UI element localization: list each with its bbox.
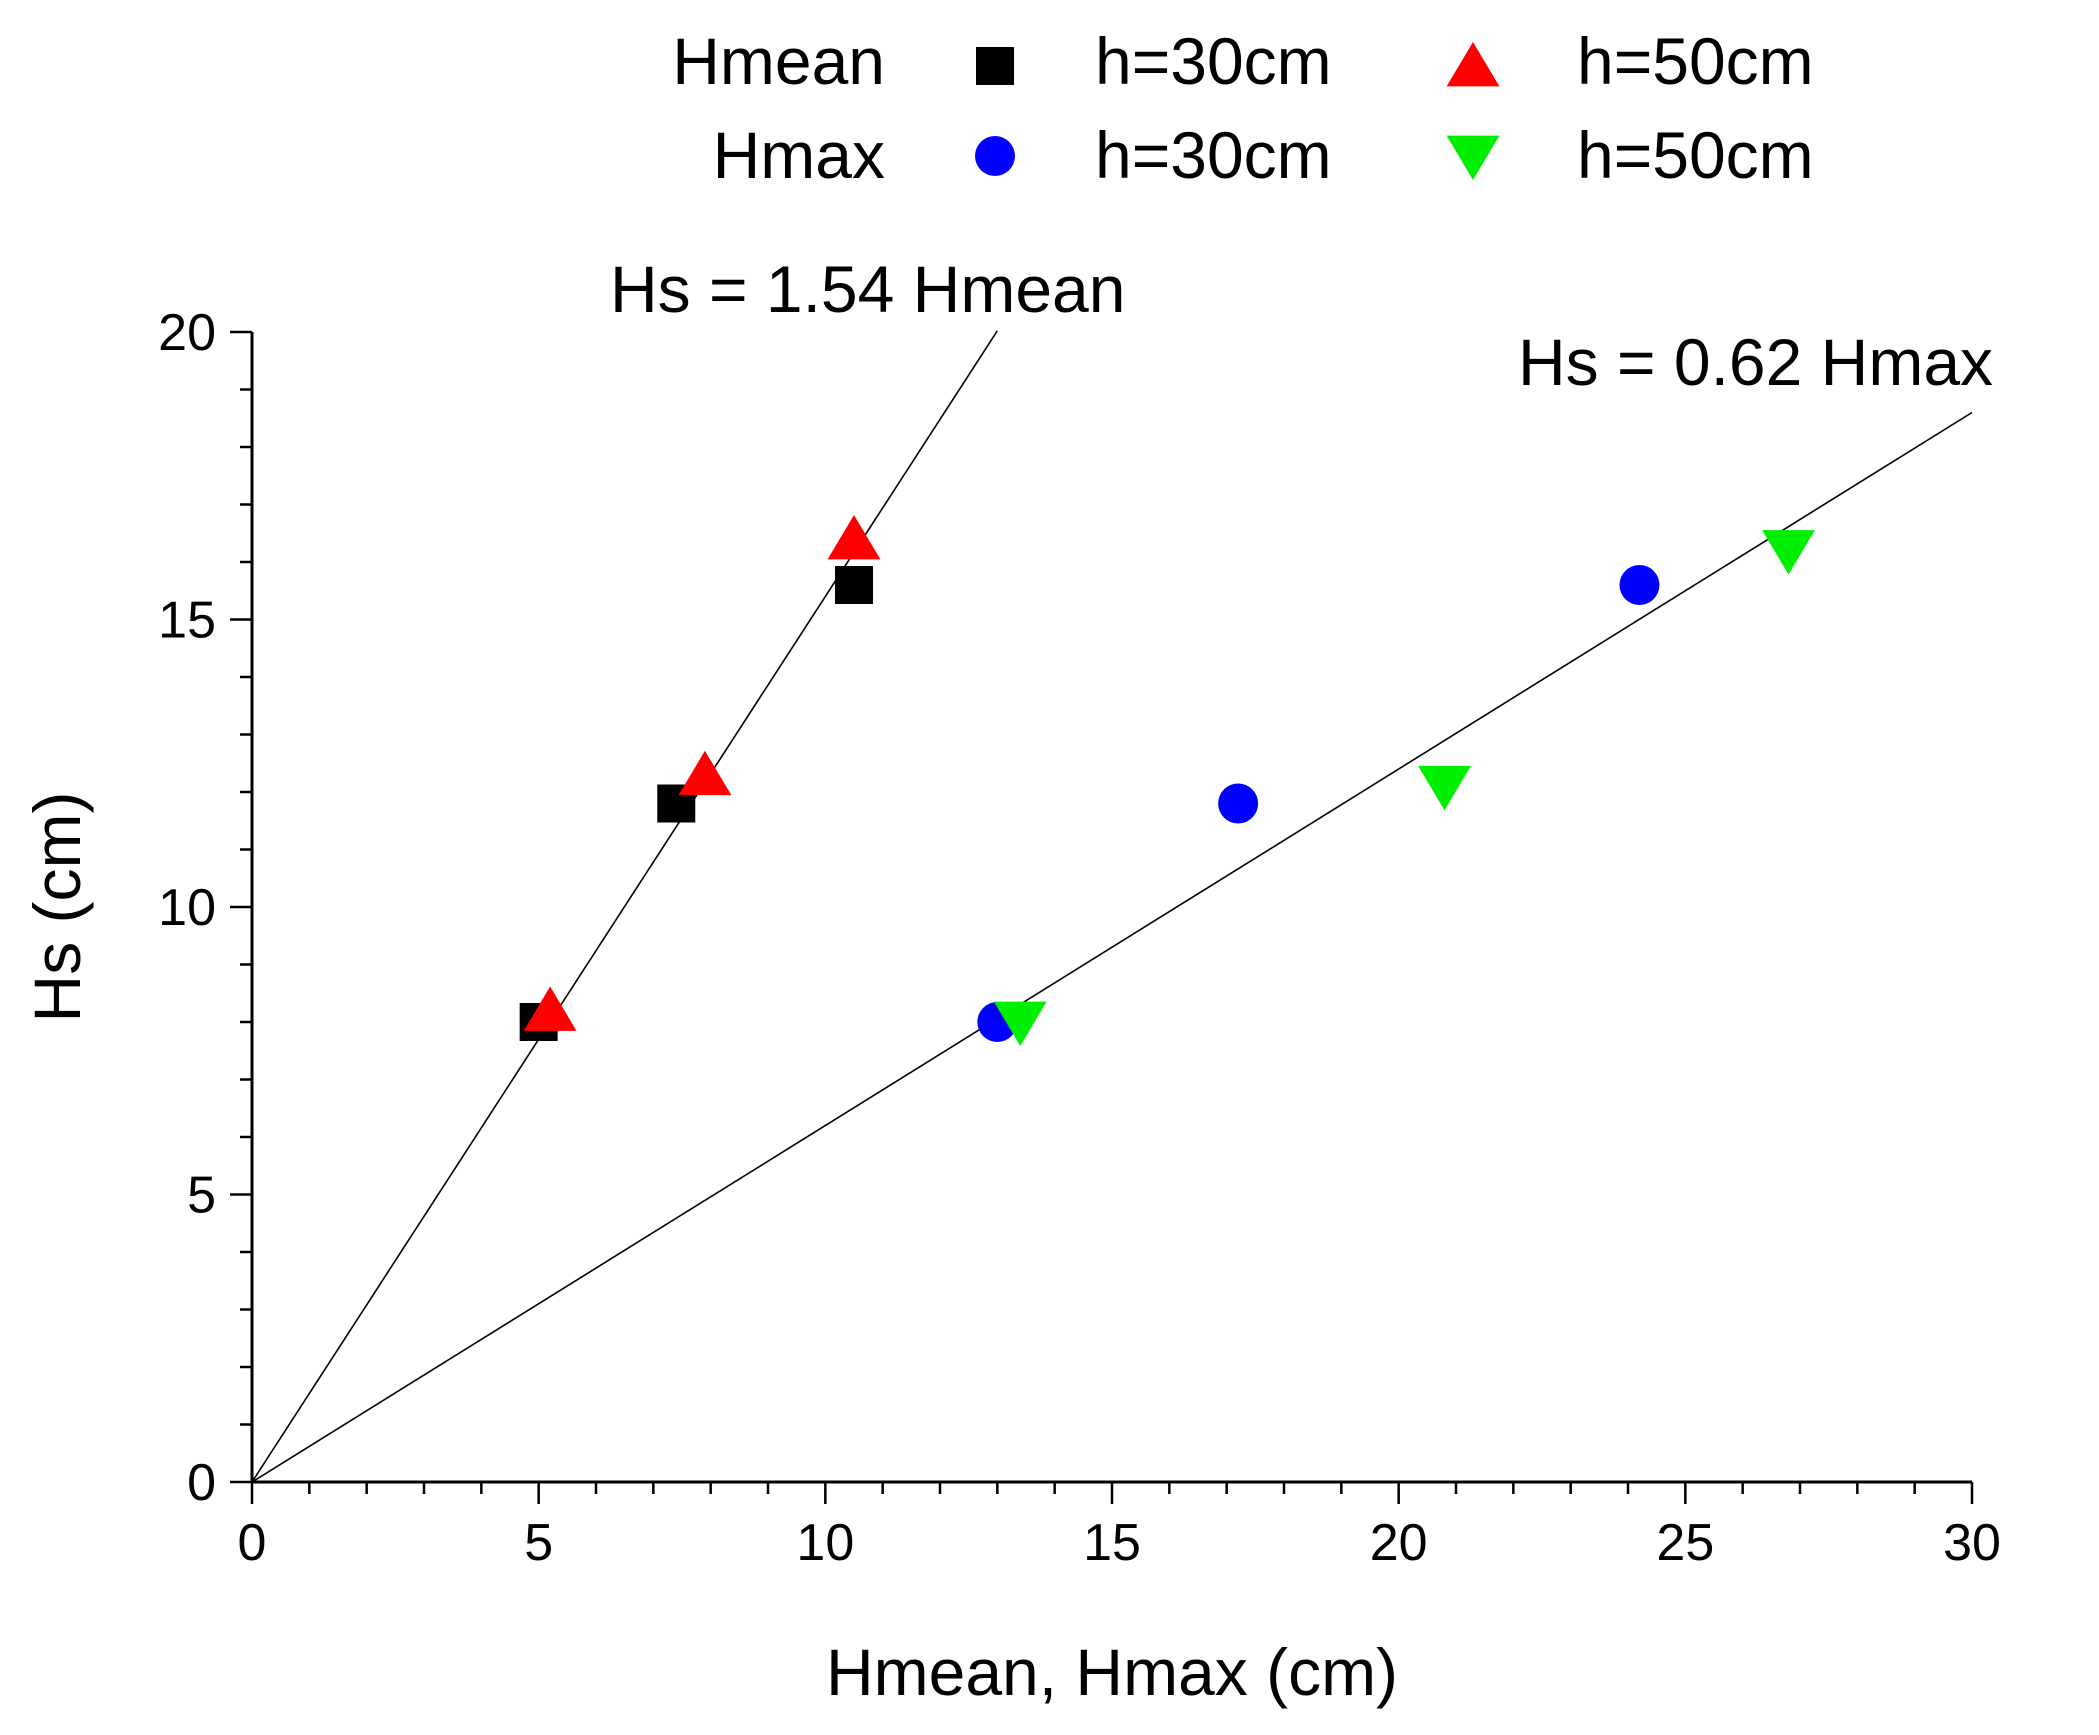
point-hmean-h-30cm <box>835 566 873 604</box>
legend-label-hmean-h50: h=50cm <box>1577 24 1814 98</box>
x-tick-label: 10 <box>796 1514 854 1572</box>
point-hmax-h-30cm <box>1619 565 1660 605</box>
fit-lines <box>251 330 1973 1483</box>
legend-label-hmax-h50: h=50cm <box>1577 118 1814 192</box>
x-tick-label: 0 <box>238 1514 267 1572</box>
point-hmean-h-50cm <box>678 750 732 796</box>
x-tick-label: 15 <box>1083 1514 1141 1572</box>
point-hmax-h-30cm <box>1218 783 1259 824</box>
point-hmax-h-50cm <box>1762 530 1815 575</box>
y-tick-label: 10 <box>158 879 216 937</box>
axes: 0 5 10 15 20 25 30 0 5 10 15 20 <box>158 304 2001 1572</box>
fit-label-hmean: Hs = 1.54 Hmean <box>610 252 1125 326</box>
legend-row-label-hmean: Hmean <box>672 24 885 98</box>
y-tick-label: 15 <box>158 592 216 650</box>
data-points <box>519 515 1815 1046</box>
legend: Hmean Hmax h=30cm h=50cm h=30cm h=50cm <box>672 24 1813 192</box>
y-tick-label: 0 <box>187 1454 216 1512</box>
legend-marker-hmean-h-50cm <box>1446 42 1500 87</box>
x-tick-label: 20 <box>1370 1514 1428 1572</box>
point-hmean-h-50cm <box>523 986 577 1031</box>
fit-line-hmax <box>251 411 1973 1483</box>
x-axis-title: Hmean, Hmax (cm) <box>826 1635 1398 1709</box>
legend-marker-hmax-h-50cm <box>1446 135 1500 180</box>
legend-label-hmean-h30: h=30cm <box>1095 24 1332 98</box>
x-tick-label: 5 <box>524 1514 553 1572</box>
legend-marker-hmax-h-30cm <box>975 136 1015 176</box>
legend-label-hmax-h30: h=30cm <box>1095 118 1332 192</box>
x-tick-label: 25 <box>1656 1514 1714 1572</box>
y-axis-title: Hs (cm) <box>20 792 94 1023</box>
legend-marker-hmean-h-30cm <box>976 47 1014 85</box>
legend-row-label-hmax: Hmax <box>713 118 885 192</box>
y-tick-label: 20 <box>158 304 216 362</box>
point-hmax-h-50cm <box>993 1001 1047 1046</box>
fit-line-hmean <box>251 330 999 1483</box>
point-hmean-h-50cm <box>827 515 881 560</box>
point-hmax-h-50cm <box>1418 765 1471 811</box>
x-tick-label: 30 <box>1943 1514 2001 1572</box>
y-tick-label: 5 <box>187 1167 216 1225</box>
fit-label-hmax: Hs = 0.62 Hmax <box>1518 325 1993 399</box>
